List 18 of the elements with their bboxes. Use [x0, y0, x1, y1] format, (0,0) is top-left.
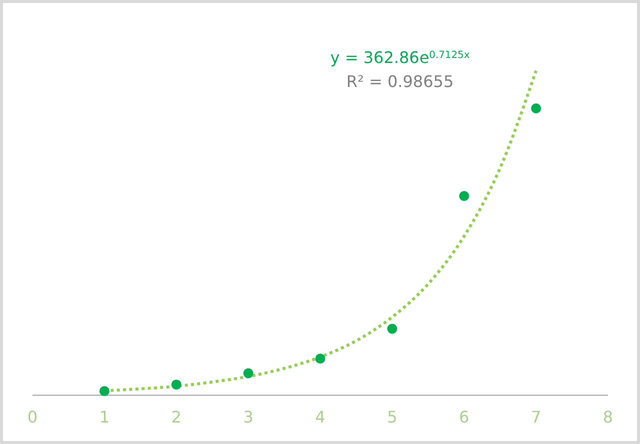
x-tick-label: 1 — [99, 407, 110, 426]
point — [387, 324, 398, 334]
point — [315, 354, 326, 364]
x-tick-label: 3 — [243, 407, 254, 426]
x-tick-label: 7 — [530, 407, 542, 426]
text: y = 362.86e$^{0.7125x}$ — [330, 48, 470, 67]
point — [243, 368, 254, 378]
point — [99, 386, 110, 396]
point — [531, 103, 542, 114]
x-tick-label: 4 — [315, 407, 326, 426]
x-tick-label: 0 — [27, 407, 38, 426]
x-tick-label: 2 — [171, 407, 182, 426]
x-tick-label: 6 — [459, 407, 470, 426]
point — [459, 190, 470, 201]
annotation: R² = 0.98655 — [346, 72, 454, 91]
x-tick-label: 5 — [387, 407, 398, 426]
point — [171, 380, 182, 390]
x-tick-label: 8 — [602, 407, 614, 426]
